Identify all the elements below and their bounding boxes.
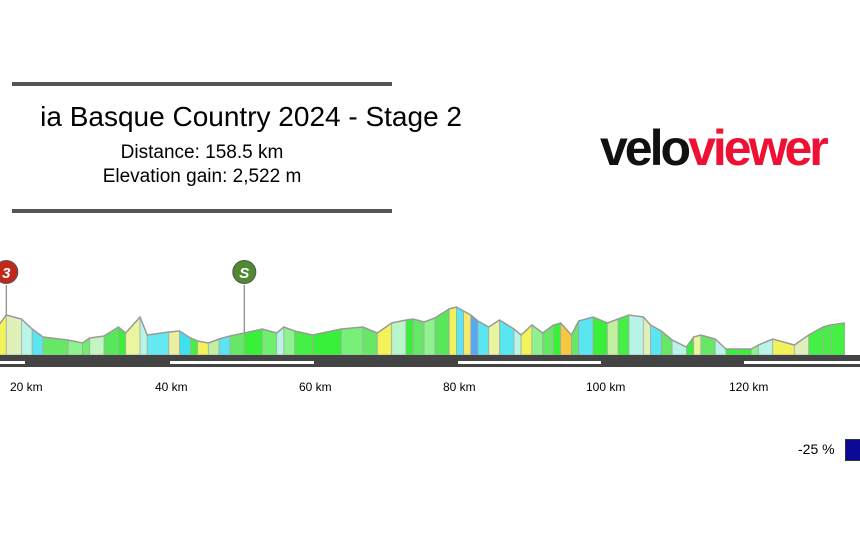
profile-segment xyxy=(578,316,594,356)
distance-text: Distance: 158.5 km xyxy=(120,142,284,163)
profile-segment xyxy=(139,316,148,356)
profile-segment xyxy=(283,326,296,356)
title-rule-top xyxy=(12,82,392,86)
profile-segment xyxy=(412,318,425,356)
profile-segment xyxy=(168,330,180,356)
title-rule-bottom xyxy=(12,209,392,213)
profile-outline xyxy=(0,306,845,350)
km-stripe xyxy=(458,361,601,364)
profile-segment xyxy=(312,328,342,356)
profile-segment xyxy=(463,310,472,356)
profile-segments xyxy=(0,306,846,356)
x-axis-tick-label: 100 km xyxy=(586,380,626,394)
profile-segment xyxy=(628,314,644,356)
km-stripes xyxy=(0,361,860,364)
profile-segment xyxy=(671,339,687,356)
profile-segment xyxy=(693,334,702,356)
logo-viewer: viewer xyxy=(688,120,829,176)
profile-segment xyxy=(606,318,619,356)
profile-segment xyxy=(617,314,630,356)
profile-segment xyxy=(89,335,105,356)
profile-segment xyxy=(125,315,141,356)
x-axis-tick-label: 120 km xyxy=(729,380,769,394)
profile-segment xyxy=(560,321,572,356)
profile-segment xyxy=(448,306,457,356)
x-axis-tick-label: 80 km xyxy=(443,380,476,394)
profile-segment xyxy=(725,348,738,356)
profile-segment xyxy=(736,348,752,356)
x-axis-tick-label: 40 km xyxy=(155,380,188,394)
profile-segment xyxy=(405,318,414,356)
profile-segment xyxy=(571,320,580,356)
sprint-marker-icon xyxy=(232,260,257,284)
marker-label: 3 xyxy=(2,265,11,282)
page-title: ia Basque Country 2024 - Stage 2 xyxy=(40,101,462,132)
legend-label: -25 % xyxy=(798,441,835,457)
legend-swatch xyxy=(845,439,860,461)
veloviewer-logo: veloviewer xyxy=(600,118,829,178)
kom-marker-icon xyxy=(0,260,19,284)
logo-velo: velo xyxy=(600,120,691,176)
profile-segment xyxy=(362,326,378,356)
km-stripe xyxy=(0,361,25,364)
km-stripe xyxy=(170,361,314,364)
profile-segment xyxy=(391,319,407,356)
x-axis-tick-label: 20 km xyxy=(10,380,43,394)
profile-segment xyxy=(5,314,22,356)
profile-segment xyxy=(829,322,846,356)
km-stripe xyxy=(744,361,860,364)
profile-segment xyxy=(553,322,562,356)
profile-segment xyxy=(822,324,831,356)
x-axis-tick-label: 60 km xyxy=(299,380,332,394)
road-bar xyxy=(0,355,860,367)
elevation-gain-text: Elevation gain: 2,522 m xyxy=(102,166,302,187)
marker-label: S xyxy=(239,265,249,282)
profile-segment xyxy=(793,334,810,356)
profile-segment xyxy=(455,306,464,356)
profile-segment xyxy=(146,331,170,356)
profile-segment xyxy=(423,317,436,356)
profile-segment xyxy=(340,326,364,356)
